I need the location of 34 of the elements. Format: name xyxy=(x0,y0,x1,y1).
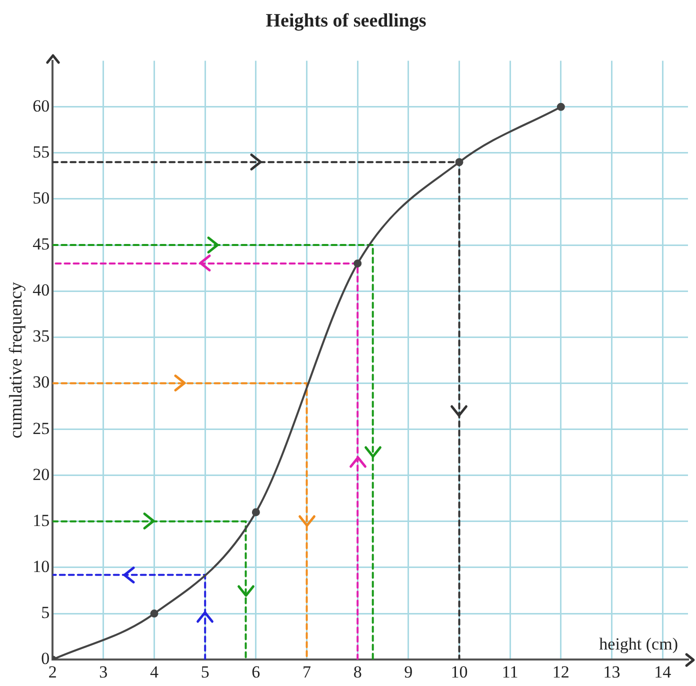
y-tick-label: 60 xyxy=(32,96,50,116)
x-tick-label: 8 xyxy=(353,662,362,682)
x-tick-label: 5 xyxy=(200,662,210,682)
x-tick-label: 13 xyxy=(603,662,620,682)
y-tick-label: 0 xyxy=(41,649,50,668)
x-tick-label: 10 xyxy=(450,662,468,682)
y-tick-label: 20 xyxy=(32,464,50,484)
x-tick-label: 3 xyxy=(99,662,108,682)
x-tick-label: 14 xyxy=(654,662,672,682)
chart-title: Heights of seedlings xyxy=(266,10,426,32)
x-tick-label: 6 xyxy=(252,662,260,682)
x-tick-label: 2 xyxy=(48,662,57,682)
y-tick-label: 5 xyxy=(41,603,50,622)
y-tick-label: 25 xyxy=(32,418,50,438)
y-tick-label: 15 xyxy=(32,510,50,530)
y-tick-label: 45 xyxy=(32,234,50,254)
x-axis-title: height (cm) xyxy=(599,634,678,654)
y-tick-label: 30 xyxy=(32,372,50,392)
point xyxy=(150,610,158,618)
y-tick-label: 35 xyxy=(32,326,50,346)
y-tick-label: 40 xyxy=(32,280,50,300)
x-tick-label: 11 xyxy=(502,662,518,682)
y-tick-label: 10 xyxy=(32,556,50,576)
y-tick-label: 55 xyxy=(32,142,50,162)
point xyxy=(556,102,565,111)
y-tick-label: 50 xyxy=(32,188,50,208)
point xyxy=(455,158,464,166)
point xyxy=(354,259,362,268)
y-axis-title: cumulative frequency xyxy=(6,282,26,438)
point xyxy=(252,508,260,516)
x-tick-label: 12 xyxy=(552,662,570,682)
x-tick-label: 4 xyxy=(150,662,160,682)
x-tick-label: 7 xyxy=(302,662,312,682)
x-tick-label: 9 xyxy=(404,662,413,682)
